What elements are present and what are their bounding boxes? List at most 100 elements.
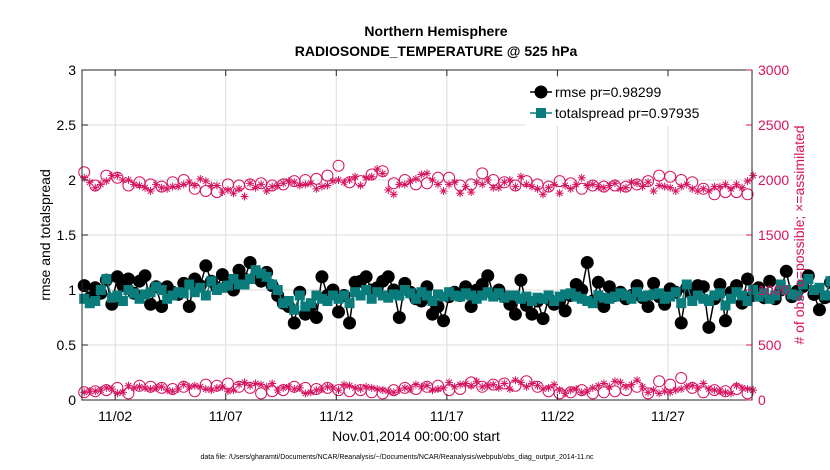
obs_assimilated-point — [704, 187, 713, 195]
obs_assimilated-point — [201, 177, 210, 186]
star-stroke — [147, 187, 154, 195]
totalspread-series — [79, 265, 830, 315]
obs_assimilated-point — [555, 189, 564, 198]
obs_low_assimilated-point — [505, 385, 514, 393]
star-stroke — [650, 187, 657, 195]
obs_low_assimilated-point — [351, 383, 360, 392]
star-stroke — [517, 379, 525, 386]
totalspread-point — [79, 293, 90, 304]
legend-rmse-marker — [534, 85, 548, 99]
star-stroke — [479, 383, 486, 390]
obs_low_assimilated-series — [80, 376, 758, 398]
star-stroke — [644, 179, 652, 186]
obs_low_assimilated-point — [566, 386, 575, 395]
totalspread-point — [598, 292, 609, 303]
obs_low_assimilated-point — [212, 383, 221, 392]
star-stroke — [224, 186, 232, 194]
totalspread-point — [609, 291, 620, 302]
totalspread-point — [433, 289, 444, 300]
obs_low_assimilated-point — [721, 388, 730, 397]
totalspread-point — [145, 287, 156, 298]
star-stroke — [556, 386, 563, 394]
obs_low_assimilated-point — [152, 383, 161, 392]
star-stroke — [639, 183, 646, 190]
obs_assimilated-point — [566, 184, 575, 193]
totalspread-point — [643, 290, 654, 301]
star-stroke — [567, 185, 574, 192]
totalspread-point — [825, 276, 830, 287]
totalspread-point — [615, 288, 626, 299]
obs_low_assimilated-point — [373, 385, 382, 393]
x-tick-label: 11/17 — [430, 408, 464, 424]
obs_assimilated-point — [163, 184, 172, 193]
obs_assimilated-point — [295, 181, 304, 190]
totalspread-point — [267, 279, 278, 290]
obs_low_assimilated-point — [500, 379, 509, 388]
star-stroke — [628, 381, 635, 388]
obs_assimilated-point — [610, 179, 619, 188]
totalspread-point — [814, 282, 825, 293]
totalspread-point — [189, 287, 200, 298]
star-stroke — [484, 176, 491, 184]
totalspread-point — [560, 289, 571, 300]
star-stroke — [163, 386, 171, 394]
left-tick-labels: 0 0.5 1 1.5 2 2.5 3 — [57, 62, 77, 408]
star-stroke — [534, 185, 541, 192]
star-stroke — [346, 382, 353, 389]
totalspread-point — [714, 288, 725, 299]
totalspread-point — [184, 279, 195, 290]
obs_assimilated-point — [467, 188, 476, 197]
star-stroke — [351, 173, 359, 180]
totalspread-point — [289, 304, 300, 315]
obs_assimilated-point — [644, 178, 653, 187]
rmse-point — [309, 311, 323, 324]
obs_low_assimilated-point — [362, 382, 371, 391]
obs_assimilated-point — [373, 165, 382, 173]
totalspread-point — [770, 290, 781, 301]
obs_assimilated-point — [240, 192, 249, 201]
totalspread-point — [322, 296, 333, 306]
obs_assimilated-point — [682, 180, 691, 189]
star-stroke — [246, 180, 254, 187]
rmse-point — [580, 256, 594, 269]
totalspread-point — [797, 279, 808, 290]
obs_low_assimilated-point — [544, 383, 553, 392]
obs_assimilated-point — [246, 179, 255, 188]
obs_low_assimilated-point — [478, 382, 487, 391]
star-stroke — [611, 180, 619, 187]
obs_low_assimilated-point — [726, 389, 735, 398]
rmse-point — [763, 274, 777, 288]
obs_low_assimilated-point — [251, 379, 260, 388]
obs_assimilated-point — [384, 185, 393, 194]
rmse-point — [215, 268, 229, 282]
star-stroke — [418, 383, 425, 390]
totalspread-point — [383, 292, 394, 303]
totalspread-point — [725, 293, 736, 304]
star-stroke — [269, 380, 276, 387]
x-tick-label: 11/07 — [209, 408, 243, 424]
totalspread-point — [416, 287, 427, 298]
obs_assimilated-point — [721, 180, 730, 189]
star-stroke — [512, 183, 519, 190]
star-stroke — [385, 388, 392, 395]
obs_low_assimilated-point — [323, 382, 332, 391]
star-stroke — [573, 181, 580, 188]
star-stroke — [550, 381, 558, 388]
obs_low_assimilated-point — [400, 383, 409, 392]
totalspread-point — [819, 290, 830, 301]
star-stroke — [578, 389, 585, 396]
star-stroke — [130, 181, 138, 188]
obs_low_assimilated-point — [185, 382, 194, 391]
totalspread-point — [327, 290, 338, 301]
totalspread-point — [532, 292, 543, 303]
x-axis-label: Nov.01,2014 00:00:00 start — [332, 428, 500, 444]
obs_low_assimilated-point — [141, 383, 150, 392]
obs_assimilated-point — [743, 177, 752, 186]
obs_low_assimilated-point — [682, 382, 691, 391]
obs_assimilated-point — [400, 180, 409, 189]
totalspread-point — [676, 298, 687, 309]
totalspread-point — [261, 271, 272, 282]
totalspread-point — [178, 288, 189, 299]
rmse-point — [647, 276, 661, 290]
obs_assimilated-point — [533, 184, 542, 193]
